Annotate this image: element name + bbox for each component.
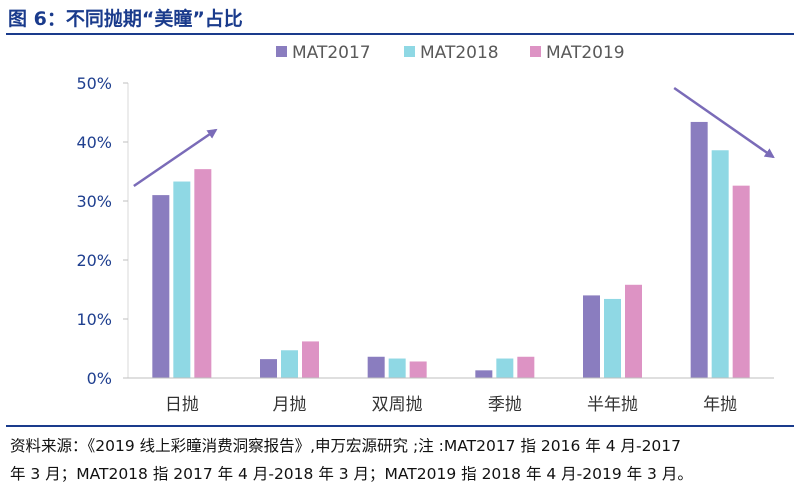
source-line-2: 年 3 月；MAT2018 指 2017 年 4 月-2018 年 3 月；MA… xyxy=(10,465,693,483)
source-note: 资料来源：《2019 线上彩瞳消费洞察报告》,申万宏源研究 ;注 :MAT201… xyxy=(10,432,790,488)
bar-mat2017 xyxy=(475,370,493,378)
y-tick-label: 0% xyxy=(87,369,112,388)
x-tick-label: 双周抛 xyxy=(372,395,423,415)
bar-mat2019 xyxy=(409,361,427,378)
legend-swatch xyxy=(276,46,287,57)
x-tick-label: 日抛 xyxy=(165,395,199,415)
bar-mat2019 xyxy=(302,341,319,378)
bar-chart: MAT2017 MAT2018 MAT2019 0%10%20%30%40%50% … xyxy=(76,43,775,415)
y-tick-label: 20% xyxy=(76,251,112,270)
x-tick-label: 半年抛 xyxy=(587,395,638,415)
source-line-1: 资料来源：《2019 线上彩瞳消费洞察报告》,申万宏源研究 ;注 :MAT201… xyxy=(10,437,682,455)
x-tick-label: 年抛 xyxy=(703,395,737,415)
bar-mat2017 xyxy=(260,359,277,378)
bar-mat2018 xyxy=(281,350,298,378)
x-tick-label: 季抛 xyxy=(488,395,522,415)
bar-mat2017 xyxy=(690,121,708,378)
bar-mat2018 xyxy=(496,358,514,378)
bar-mat2017 xyxy=(583,295,600,378)
y-tick-label: 50% xyxy=(76,74,112,93)
bar-mat2017 xyxy=(152,195,170,378)
legend-swatch xyxy=(530,46,541,57)
legend-label: MAT2017 xyxy=(292,43,371,63)
bar-mat2018 xyxy=(388,358,406,378)
bar-mat2019 xyxy=(194,169,212,378)
bar-mat2018 xyxy=(711,150,729,378)
bar-mat2019 xyxy=(625,284,642,378)
y-axis: 0% 10% 20% 30% 40% 50% xyxy=(76,74,129,388)
trend-arrow-up xyxy=(133,128,218,188)
x-tick-label: 月抛 xyxy=(273,395,307,415)
y-tick-label: 10% xyxy=(76,310,112,329)
source-divider xyxy=(6,425,794,427)
bar-mat2018 xyxy=(604,298,621,378)
bar-mat2017 xyxy=(367,356,385,378)
x-axis: 日抛 月抛 双周抛 季抛 半年抛 年抛 xyxy=(128,377,774,415)
legend-swatch xyxy=(404,46,415,57)
y-tick-label: 40% xyxy=(76,133,112,152)
chart-container: MAT2017 MAT2018 MAT2019 0% 10% 20% 30% 40% 50% … xyxy=(0,36,800,424)
bars-group xyxy=(152,121,750,378)
bar-mat2018 xyxy=(173,181,191,378)
y-tick-label: 30% xyxy=(76,192,112,211)
trend-arrows xyxy=(133,86,775,188)
legend-label: MAT2019 xyxy=(546,43,625,63)
bar-mat2019 xyxy=(732,185,750,378)
chart-legend: MAT2017 MAT2018 MAT2019 xyxy=(276,43,625,63)
figure-title: 图 6：不同抛期“美瞳”占比 xyxy=(8,8,243,30)
title-divider xyxy=(6,33,794,35)
trend-arrow-down xyxy=(673,86,775,159)
legend-label: MAT2018 xyxy=(420,43,499,63)
bar-mat2019 xyxy=(517,356,535,378)
